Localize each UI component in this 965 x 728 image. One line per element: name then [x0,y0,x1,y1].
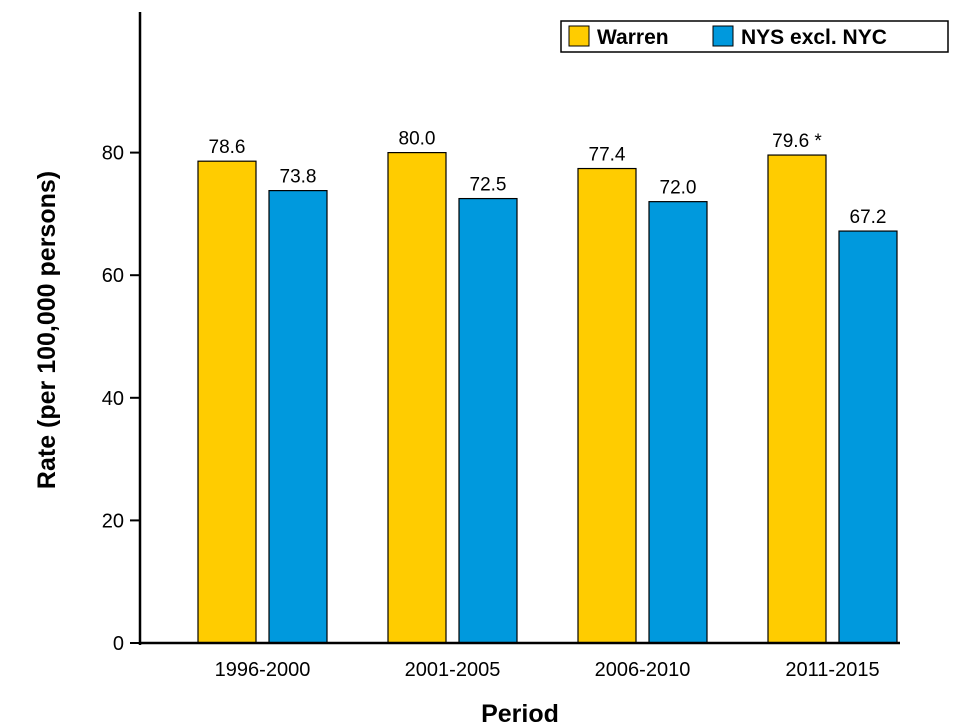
y-axis-title: Rate (per 100,000 persons) [33,171,61,489]
data-label: 80.0 [399,129,436,150]
bar-nys-2006-2010 [648,201,708,644]
legend-swatch-nys [712,25,734,47]
legend-swatch-warren [568,25,590,47]
x-tick-label: 1996-2000 [215,659,311,681]
data-label: 73.8 [280,167,317,188]
x-tick-label: 2011-2015 [785,659,879,681]
bar-warren-1996-2000 [197,160,257,644]
bar-warren-2006-2010 [577,167,637,644]
y-tick-label: 20 [102,510,124,532]
y-tick-label: 0 [113,633,124,655]
legend-label-warren: Warren [597,26,669,49]
x-axis-title: Period [481,700,559,728]
data-labels: 78.6 73.8 80.0 72.5 77.4 72.0 79.6 * 67.2 [209,129,887,228]
data-label: 72.0 [660,178,697,199]
bar-nys-2011-2015 [838,230,898,644]
data-label: 78.6 [209,137,246,158]
bars [197,152,898,644]
data-label: 67.2 [850,207,887,228]
bar-warren-2011-2015 [767,154,827,644]
bar-nys-1996-2000 [268,190,328,644]
data-label: 77.4 [589,145,626,166]
bar-nys-2001-2005 [458,197,518,644]
data-label: 79.6 * [772,131,822,152]
bar-warren-2001-2005 [387,152,447,644]
y-ticks: 0 20 40 60 80 [102,143,140,655]
legend-label-nys: NYS excl. NYC [741,26,887,49]
x-ticks: 1996-2000 2001-2005 2006-2010 2011-2015 [215,659,880,681]
y-tick-label: 60 [102,265,124,287]
x-tick-label: 2001-2005 [405,659,501,681]
legend: Warren NYS excl. NYC [560,20,949,53]
x-tick-label: 2006-2010 [595,659,691,681]
y-tick-label: 40 [102,388,124,410]
legend-frame [560,20,949,53]
data-label: 72.5 [470,175,507,196]
y-tick-label: 80 [102,143,124,165]
